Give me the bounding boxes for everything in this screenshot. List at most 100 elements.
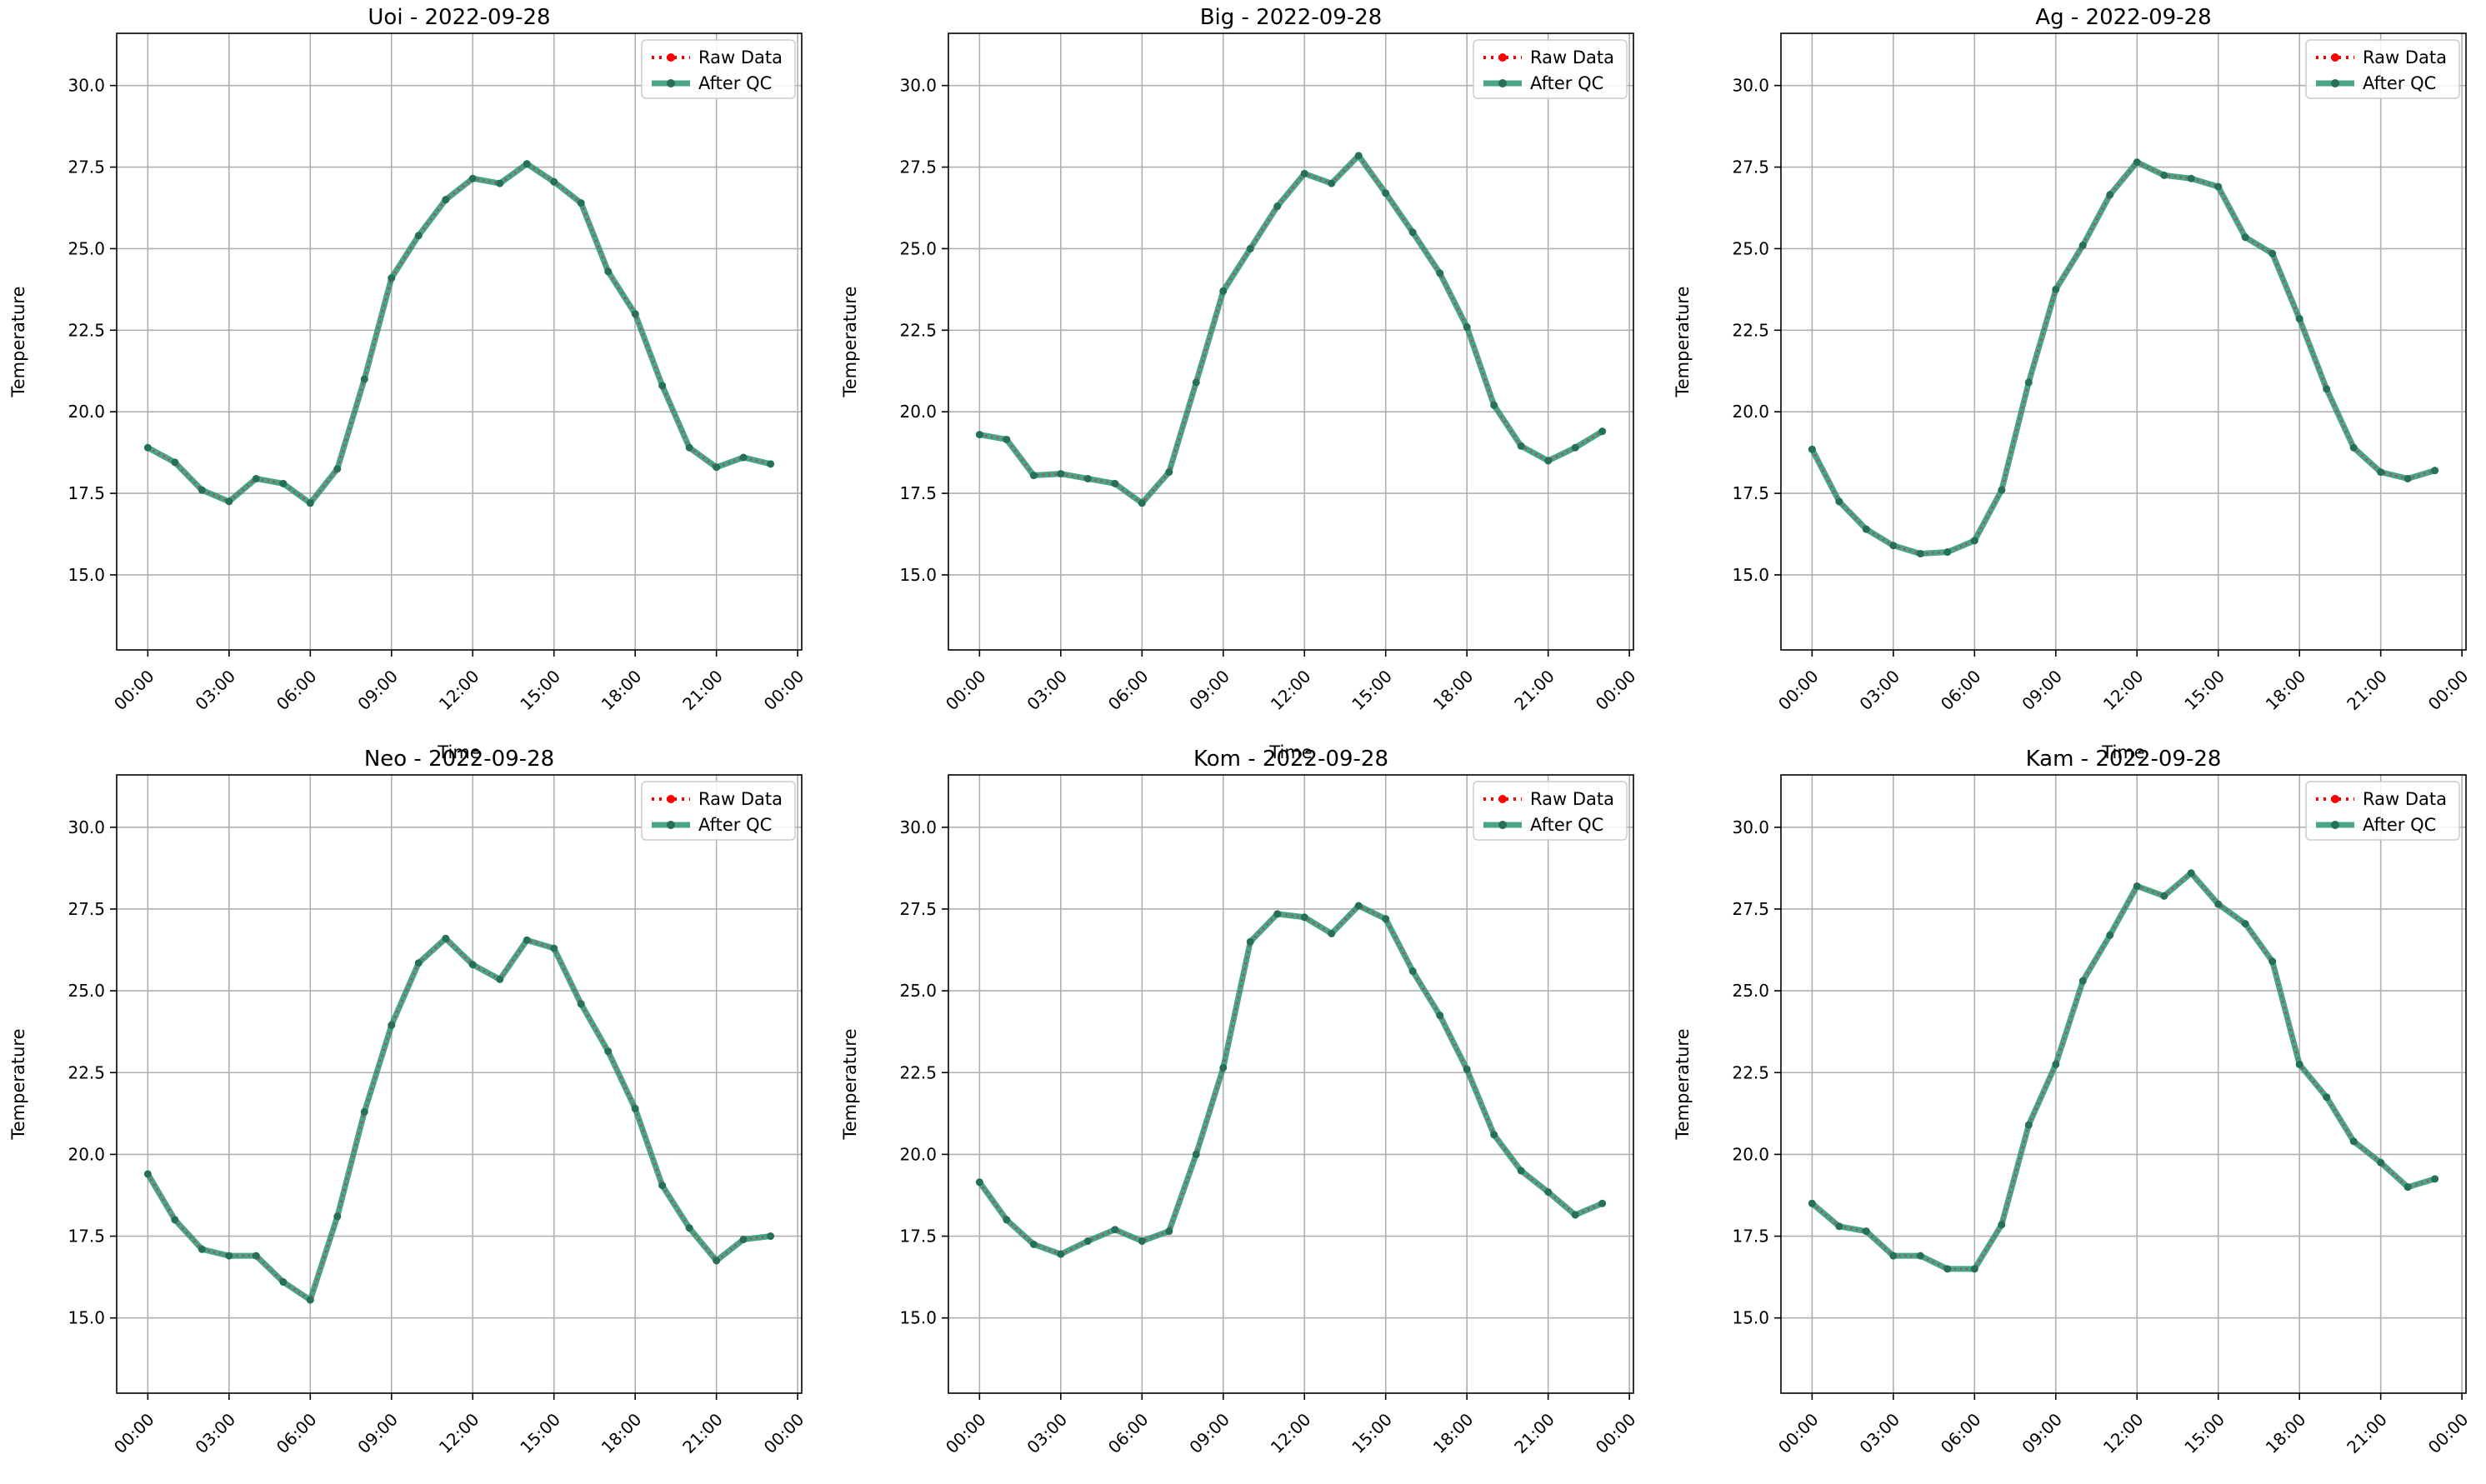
data-point [2403, 474, 2412, 482]
data-points [1808, 158, 2439, 557]
y-tick-label: 20.0 [1732, 1144, 1769, 1164]
data-point [1889, 542, 1898, 550]
data-point [2160, 171, 2168, 179]
legend-label-raw-data: Raw Data [1530, 47, 1614, 67]
grid [1781, 775, 2466, 1393]
x-tick-label: 00:00 [760, 666, 808, 714]
chart-title: Uoi - 2022-09-28 [368, 5, 550, 30]
x-tick-label: 15:00 [516, 1409, 564, 1457]
x-tick-label: 06:00 [1937, 666, 1985, 714]
data-point [1328, 179, 1336, 187]
data-point [2214, 182, 2223, 191]
data-point [2214, 900, 2223, 908]
data-point [1808, 1199, 1816, 1207]
legend-label-after-qc: After QC [1530, 73, 1603, 93]
data-point [1300, 169, 1308, 177]
data-point [2323, 1093, 2331, 1102]
y-tick-label: 20.0 [1732, 402, 1769, 422]
y-axis-label: Temperature [840, 1028, 860, 1140]
axes-frame [116, 774, 803, 1394]
x-tick-label: 00:00 [1774, 666, 1823, 714]
y-tick-label: 25.0 [68, 981, 105, 1001]
chart-panel-4: 00:00 03:00 06:00 09:00 12:00 15:00 18:00 21:00… [8, 747, 808, 1457]
y-tick-label: 22.5 [1732, 320, 1769, 340]
plot-area [948, 775, 1633, 1393]
data-point [1998, 486, 2006, 494]
data-point [279, 1278, 288, 1287]
data-point [1029, 472, 1038, 480]
x-tick-label: 09:00 [2018, 1409, 2066, 1457]
series-line-raw-data [147, 162, 771, 505]
y-tick-label: 30.0 [899, 76, 937, 96]
data-point [1436, 1012, 1444, 1020]
x-tick-label: 21:00 [1510, 666, 1558, 714]
data-point [1408, 228, 1417, 237]
data-point [1273, 910, 1282, 918]
data-point [1571, 443, 1579, 452]
legend: Raw Data After QC [1473, 781, 1628, 841]
data-point [1165, 468, 1173, 477]
data-point [143, 443, 152, 452]
x-tick-label: 21:00 [678, 1409, 727, 1457]
legend-label-after-qc: After QC [698, 73, 772, 93]
data-point [2268, 957, 2277, 966]
data-point [1057, 470, 1065, 478]
data-point [1003, 435, 1011, 443]
legend: Raw Data After QC [2305, 781, 2460, 841]
x-tick-label: 15:00 [1348, 1409, 1396, 1457]
x-tick-label: 09:00 [1185, 1409, 1233, 1457]
x-tick-label: 03:00 [1023, 1409, 1071, 1457]
axes-frame [1780, 32, 2467, 651]
chart-panel-2: 00:00 03:00 06:00 09:00 12:00 15:00 18:00 21:00… [840, 5, 1639, 762]
x-tick-label: 00:00 [760, 1409, 808, 1457]
x-tick-label: 21:00 [678, 666, 727, 714]
y-tick-label: 25.0 [899, 238, 937, 258]
data-point [2431, 467, 2439, 475]
data-point [1916, 1252, 1924, 1260]
y-tick-label: 20.0 [899, 1144, 937, 1164]
x-tick-label: 15:00 [2180, 666, 2228, 714]
y-tick-label: 22.5 [899, 320, 937, 340]
data-point [1490, 401, 1498, 409]
data-point [1970, 537, 1978, 545]
data-point [975, 431, 983, 439]
data-point [1138, 1237, 1146, 1245]
y-tick-label: 17.5 [899, 483, 937, 503]
data-point [658, 382, 667, 390]
x-tick-label: 09:00 [353, 1409, 402, 1457]
data-point [1083, 474, 1092, 482]
y-tick-label: 17.5 [68, 1227, 105, 1247]
data-point [2241, 920, 2249, 928]
data-point [360, 375, 368, 383]
x-tick-label: 00:00 [2424, 1409, 2473, 1457]
y-tick-label: 22.5 [68, 320, 105, 340]
data-point [360, 1107, 368, 1116]
data-point [1862, 1227, 1870, 1236]
grid [117, 775, 802, 1393]
data-point [2133, 882, 2141, 890]
data-point [388, 274, 396, 282]
x-tick-label: 06:00 [273, 666, 321, 714]
data-point [1111, 479, 1119, 487]
data-point [1862, 525, 1870, 533]
data-point [1273, 202, 1282, 211]
y-tick-label: 25.0 [1732, 238, 1769, 258]
data-point [252, 474, 260, 482]
legend-marker-after-qc [1498, 79, 1507, 87]
grid [117, 33, 802, 650]
chart-panel-3: 00:00 03:00 06:00 09:00 12:00 15:00 18:00 21:00… [1673, 5, 2472, 762]
plot-area [117, 775, 802, 1393]
x-tick-label: 06:00 [1104, 666, 1153, 714]
y-tick-label: 25.0 [1732, 981, 1769, 1001]
x-tick-label: 00:00 [1774, 1409, 1823, 1457]
y-tick-label: 25.0 [899, 981, 937, 1001]
data-point [577, 1000, 585, 1008]
data-point [550, 177, 558, 186]
y-tick-label: 15.0 [68, 565, 105, 585]
legend-marker-after-qc [1498, 821, 1507, 829]
data-point [414, 959, 423, 967]
y-tick-label: 25.0 [68, 238, 105, 258]
legend: Raw Data After QC [2305, 39, 2460, 99]
data-point [306, 499, 314, 507]
data-point [2403, 1183, 2412, 1192]
